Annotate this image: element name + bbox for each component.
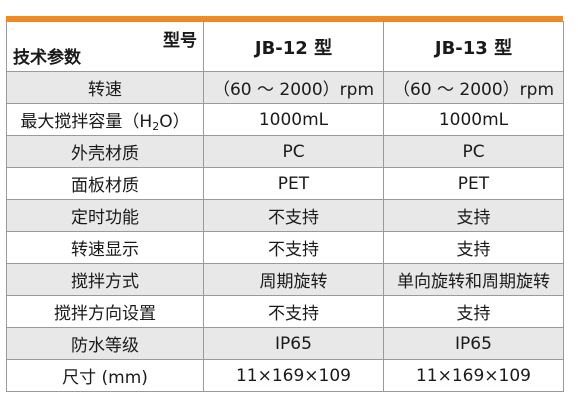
table-row: 搅拌方向设置 不支持 支持 <box>6 295 564 328</box>
param-cell: 搅拌方向设置 <box>6 295 204 328</box>
jb13-value-cell: PET <box>383 167 564 200</box>
accent-bar <box>6 16 563 21</box>
table-row: 外壳材质 PC PC <box>6 135 564 168</box>
jb12-value-cell: 11×169×109 <box>203 359 384 392</box>
table-row: 面板材质 PET PET <box>6 167 564 200</box>
param-cell: 面板材质 <box>6 167 204 200</box>
jb12-value-cell: 不支持 <box>203 199 384 232</box>
model-jb12-header: JB-12 型 <box>203 21 384 72</box>
param-cell: 转速 <box>6 71 204 104</box>
table-row: 转速显示 不支持 支持 <box>6 231 564 264</box>
jb12-value-cell: （60 ～ 2000）rpm <box>203 71 384 104</box>
param-subscript: 2 <box>152 119 160 133</box>
param-text-prefix: 最大搅拌容量（H <box>20 111 153 132</box>
spec-comparison-table: 型号 技术参数 JB-12 型 JB-13 型 转速 （60 ～ 2000）rp… <box>6 21 564 392</box>
model-header-label: 型号 <box>163 31 197 51</box>
jb13-value-cell: 1000mL <box>383 103 564 136</box>
jb13-value-cell: 支持 <box>383 199 564 232</box>
jb13-value-cell: 支持 <box>383 231 564 264</box>
jb12-value-cell: PET <box>203 167 384 200</box>
jb12-value-cell: PC <box>203 135 384 168</box>
table-row: 搅拌方式 周期旋转 单向旋转和周期旋转 <box>6 263 564 296</box>
jb13-value-cell: 支持 <box>383 295 564 328</box>
jb12-value-cell: 不支持 <box>203 231 384 264</box>
jb13-value-cell: 11×169×109 <box>383 359 564 392</box>
param-text-suffix: O） <box>159 111 190 132</box>
param-cell: 外壳材质 <box>6 135 204 168</box>
corner-header-cell: 型号 技术参数 <box>6 21 204 72</box>
jb13-value-cell: PC <box>383 135 564 168</box>
param-cell: 搅拌方式 <box>6 263 204 296</box>
jb12-value-cell: 不支持 <box>203 295 384 328</box>
table-row: 尺寸 (mm) 11×169×109 11×169×109 <box>6 359 564 392</box>
param-cell: 防水等级 <box>6 327 204 360</box>
jb13-value-cell: （60 ～ 2000）rpm <box>383 71 564 104</box>
table-header-row: 型号 技术参数 JB-12 型 JB-13 型 <box>6 21 564 72</box>
table-row: 防水等级 IP65 IP65 <box>6 327 564 360</box>
jb12-value-cell: 周期旋转 <box>203 263 384 296</box>
param-cell: 定时功能 <box>6 199 204 232</box>
jb13-value-cell: IP65 <box>383 327 564 360</box>
param-cell: 尺寸 (mm) <box>6 359 204 392</box>
model-jb13-header: JB-13 型 <box>383 21 564 72</box>
param-header-label: 技术参数 <box>13 48 81 68</box>
param-cell: 转速显示 <box>6 231 204 264</box>
param-cell: 最大搅拌容量（H2O） <box>6 103 204 136</box>
table-row: 转速 （60 ～ 2000）rpm （60 ～ 2000）rpm <box>6 71 564 104</box>
table-row: 定时功能 不支持 支持 <box>6 199 564 232</box>
jb12-value-cell: 1000mL <box>203 103 384 136</box>
jb13-value-cell: 单向旋转和周期旋转 <box>383 263 564 296</box>
jb12-value-cell: IP65 <box>203 327 384 360</box>
table-row: 最大搅拌容量（H2O） 1000mL 1000mL <box>6 103 564 136</box>
